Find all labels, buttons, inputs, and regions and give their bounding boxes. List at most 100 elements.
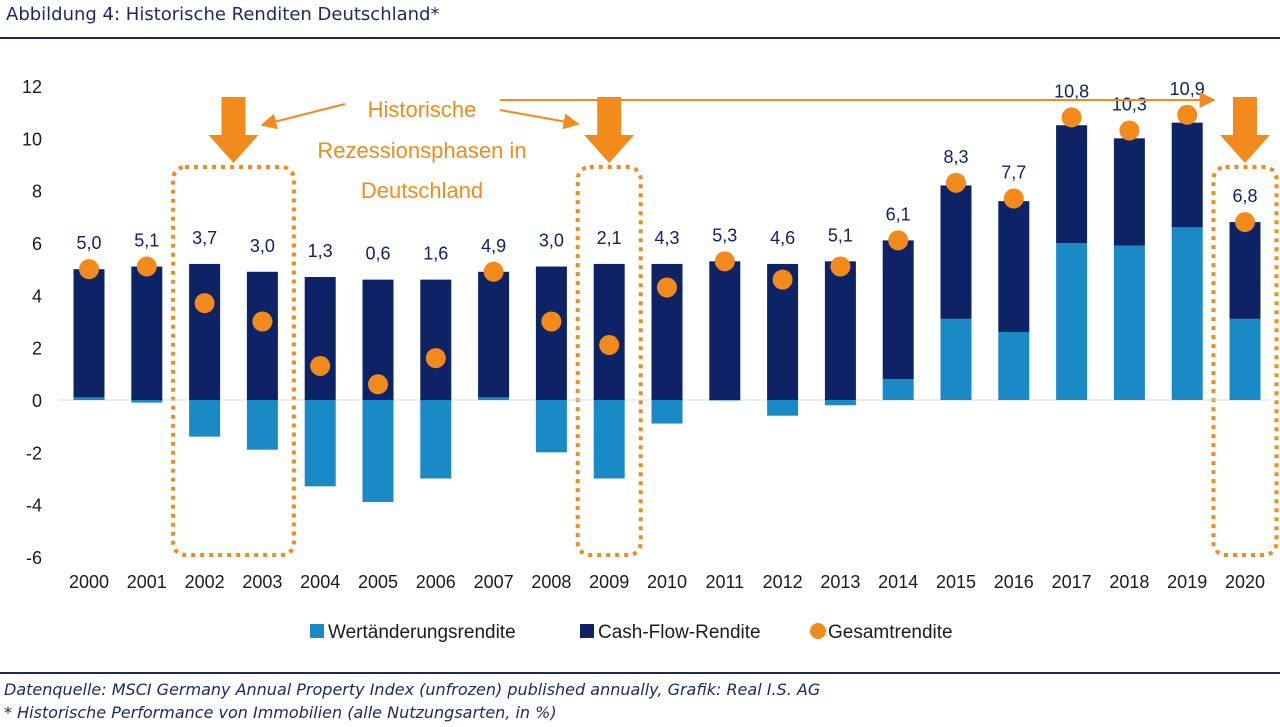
annotation-line-2: Rezessionsphasen in xyxy=(317,138,526,163)
x-tick-label: 2003 xyxy=(242,572,282,592)
source-note: Datenquelle: MSCI Germany Annual Propert… xyxy=(4,680,821,699)
point-gesamtrendite xyxy=(1003,188,1024,209)
bar-wertaenderungsrendite xyxy=(767,400,799,416)
bar-cash-flow-rendite xyxy=(304,277,336,400)
bar-wertaenderungsrendite xyxy=(593,400,625,479)
point-data-label: 1,3 xyxy=(308,241,333,261)
point-layer: 5,0 5,1 3,7 3,0 1,3 0,6 1,6 4,9 3,0 2,1 4,3 5,3 4,6 5… xyxy=(76,79,1258,395)
x-tick-label: 2000 xyxy=(69,572,109,592)
x-tick-label: 2006 xyxy=(416,572,456,592)
y-tick-label: -6 xyxy=(26,548,42,568)
legend-label: Gesamtrendite xyxy=(828,622,953,643)
point-data-label: 6,8 xyxy=(1232,186,1257,206)
legend-label: Wertänderungsrendite xyxy=(328,622,516,643)
point-data-label: 3,0 xyxy=(250,236,275,256)
point-gesamtrendite xyxy=(830,256,851,277)
bar-wertaenderungsrendite xyxy=(304,400,336,487)
point-gesamtrendite xyxy=(1119,120,1140,141)
bar-cash-flow-rendite xyxy=(535,266,567,400)
legend-swatch xyxy=(580,624,594,638)
point-gesamtrendite xyxy=(1061,107,1082,128)
point-data-label: 1,6 xyxy=(423,244,448,264)
bar-wertaenderungsrendite xyxy=(1056,243,1088,400)
x-tick-label: 2016 xyxy=(994,572,1034,592)
y-tick-label: -2 xyxy=(26,443,42,463)
point-gesamtrendite xyxy=(483,261,504,282)
x-tick-label: 2020 xyxy=(1225,572,1265,592)
annotation-arrow-middle xyxy=(499,109,580,130)
x-tick-label: 2001 xyxy=(127,572,167,592)
y-tick-label: 12 xyxy=(22,77,42,97)
bar-cash-flow-rendite xyxy=(1056,125,1088,243)
point-gesamtrendite xyxy=(79,259,99,280)
bar-wertaenderungsrendite xyxy=(998,331,1030,400)
bar-cash-flow-rendite xyxy=(246,271,278,400)
x-tick-label: 2017 xyxy=(1052,572,1092,592)
bar-wertaenderungsrendite xyxy=(362,400,394,503)
legend-swatch xyxy=(310,624,324,638)
x-tick-label: 2014 xyxy=(878,572,918,592)
bar-wertaenderungsrendite xyxy=(189,400,221,437)
x-axis: 2000 2001 2002 2003 2004 2005 2006 2007 2008 2009… xyxy=(69,572,1265,592)
point-data-label: 4,9 xyxy=(481,236,506,256)
x-tick-label: 2019 xyxy=(1167,572,1207,592)
point-data-label: 8,3 xyxy=(943,147,968,167)
legend-swatch xyxy=(810,623,826,639)
y-tick-label: 4 xyxy=(32,286,42,306)
point-gesamtrendite xyxy=(252,311,273,332)
annotation-line-1: Historische xyxy=(368,97,477,122)
bar-cash-flow-rendite xyxy=(709,261,741,400)
bar-wertaenderungsrendite xyxy=(1229,318,1261,400)
x-tick-label: 2013 xyxy=(820,572,860,592)
point-data-label: 4,6 xyxy=(770,228,795,248)
footnote: * Historische Performance von Immobilien… xyxy=(4,703,557,722)
legend: Wertänderungsrendite Cash-Flow-Rendite Ges… xyxy=(310,622,953,643)
point-gesamtrendite xyxy=(368,374,388,395)
annotation-line-3: Deutschland xyxy=(361,178,483,203)
point-data-label: 10,8 xyxy=(1054,81,1089,101)
bar-cash-flow-rendite xyxy=(882,240,914,380)
point-data-label: 6,1 xyxy=(886,204,911,224)
annotation-arrow-left xyxy=(260,103,346,130)
bar-wertaenderungsrendite xyxy=(1113,245,1145,400)
point-data-label: 3,0 xyxy=(539,231,564,251)
top-divider xyxy=(0,37,1280,39)
x-tick-label: 2015 xyxy=(936,572,976,592)
x-tick-label: 2012 xyxy=(763,572,803,592)
bar-wertaenderungsrendite xyxy=(420,400,452,479)
bar-cash-flow-rendite xyxy=(478,271,510,398)
bar-wertaenderungsrendite xyxy=(478,397,510,400)
point-data-label: 10,3 xyxy=(1112,94,1147,114)
point-gesamtrendite xyxy=(425,348,446,369)
recession-highlight-box xyxy=(171,165,296,557)
x-tick-label: 2005 xyxy=(358,572,398,592)
bar-cash-flow-rendite xyxy=(1229,222,1261,319)
bar-cash-flow-rendite xyxy=(420,279,452,400)
x-tick-label: 2018 xyxy=(1109,572,1149,592)
bar-wertaenderungsrendite xyxy=(824,400,856,406)
point-data-label: 0,6 xyxy=(365,244,390,264)
y-tick-label: -4 xyxy=(26,496,42,516)
y-tick-label: 2 xyxy=(32,339,42,359)
x-tick-label: 2009 xyxy=(589,572,629,592)
point-data-label: 4,3 xyxy=(654,228,679,248)
point-data-label: 10,9 xyxy=(1170,79,1205,99)
bar-wertaenderungsrendite xyxy=(651,400,683,424)
x-tick-label: 2007 xyxy=(474,572,514,592)
bar-cash-flow-rendite xyxy=(940,185,972,319)
recession-highlight-box xyxy=(1211,165,1279,557)
x-tick-label: 2008 xyxy=(531,572,571,592)
bar-cash-flow-rendite xyxy=(1171,122,1203,228)
point-data-label: 2,1 xyxy=(597,228,622,248)
point-data-label: 3,7 xyxy=(192,228,217,248)
bar-cash-flow-rendite xyxy=(824,261,856,400)
bar-wertaenderungsrendite xyxy=(535,400,567,453)
point-data-label: 5,0 xyxy=(76,233,101,253)
bar-wertaenderungsrendite xyxy=(940,318,972,400)
bar-cash-flow-rendite xyxy=(189,263,221,400)
point-gesamtrendite xyxy=(599,335,620,356)
recession-annotation: Historische Rezessionsphasen in Deutschl… xyxy=(260,92,1216,203)
bar-cash-flow-rendite xyxy=(73,269,105,398)
legend-label: Cash-Flow-Rendite xyxy=(598,622,761,643)
bar-cash-flow-rendite xyxy=(593,263,625,400)
